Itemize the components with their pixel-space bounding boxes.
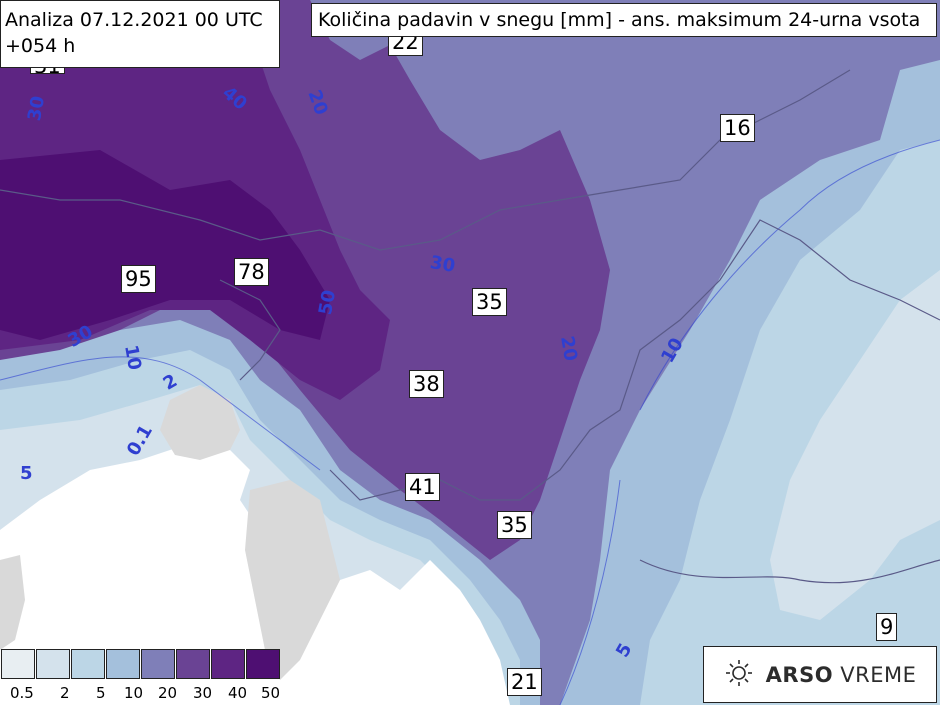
legend-label: 2 (60, 684, 70, 702)
legend-swatch (106, 649, 140, 679)
station-value: 21 (507, 668, 542, 696)
legend-swatch (141, 649, 175, 679)
contour-label: 30 (24, 94, 50, 123)
legend-swatch (36, 649, 70, 679)
station-value: 35 (472, 288, 507, 316)
station-value: 35 (497, 511, 532, 539)
analysis-info: Analiza 07.12.2021 00 UTC +054 h (0, 0, 280, 68)
legend-swatch (71, 649, 105, 679)
legend-label: 20 (158, 684, 178, 702)
legend-swatch (1, 649, 35, 679)
legend-label: 50 (261, 684, 281, 702)
station-value: 16 (720, 114, 755, 142)
legend-label: 40 (228, 684, 248, 702)
analysis-date: Analiza 07.12.2021 00 UTC (5, 9, 263, 31)
station-value: 41 (405, 473, 440, 501)
land-istria (160, 385, 240, 460)
map-title: Količina padavin v snegu [mm] - ans. mak… (311, 3, 937, 37)
legend-swatch (246, 649, 280, 679)
station-value: 9 (876, 613, 898, 641)
arso-logo: ARSO VREME (703, 646, 937, 703)
color-legend: 0.5 2 5 10 20 30 40 50 (0, 647, 282, 705)
station-value: 78 (234, 258, 269, 286)
legend-label: 5 (96, 684, 106, 702)
sun-icon (724, 658, 754, 692)
contour-label: 5 (20, 463, 33, 484)
legend-swatch (211, 649, 245, 679)
contour-label: 20 (556, 334, 582, 363)
land-istria-peninsula (245, 480, 340, 680)
zone-2-east (770, 270, 940, 620)
logo-text-light: VREME (840, 662, 917, 687)
contour-lines (0, 139, 940, 705)
zone-50 (0, 150, 330, 340)
legend-swatch (176, 649, 210, 679)
legend-label: 10 (124, 684, 144, 702)
land-italy (0, 555, 25, 650)
contour-label: 30 (428, 251, 457, 278)
logo-text-bold: ARSO (765, 662, 834, 687)
station-value: 38 (409, 370, 444, 398)
station-value: 95 (121, 265, 156, 293)
legend-label: 30 (193, 684, 213, 702)
contour-label: 50 (315, 288, 341, 317)
legend-label: 0.5 (10, 684, 34, 702)
forecast-hour: +054 h (5, 35, 76, 57)
contour-label: 10 (120, 343, 146, 372)
